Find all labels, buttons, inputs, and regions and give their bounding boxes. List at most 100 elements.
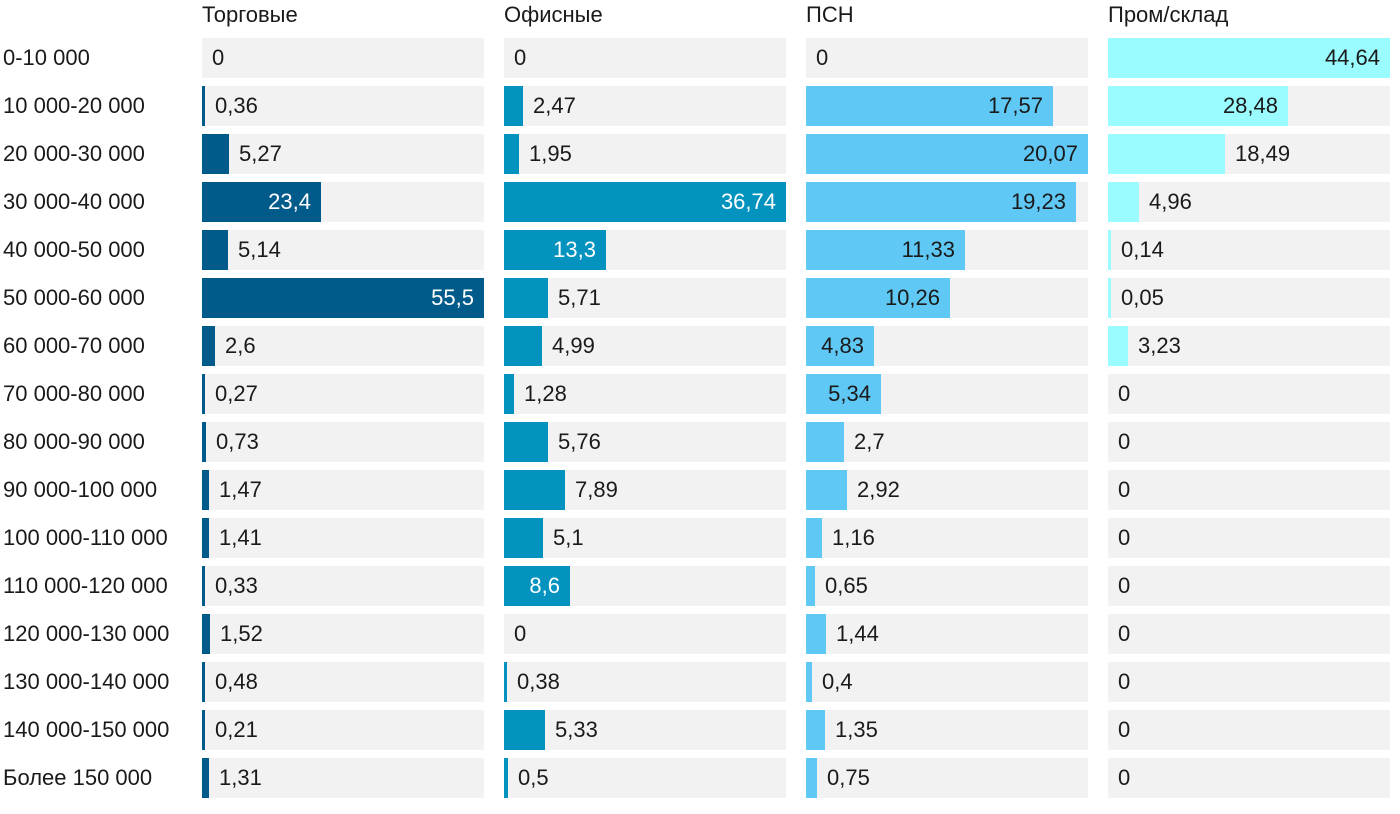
data-label: 2,7 bbox=[854, 429, 885, 454]
bar bbox=[806, 470, 847, 510]
bar-track: 55,5 bbox=[202, 278, 484, 318]
row-label-13: 130 000-140 000 bbox=[3, 669, 170, 694]
bar bbox=[806, 566, 815, 606]
bar-track: 13,3 bbox=[504, 230, 786, 270]
data-label: 1,35 bbox=[835, 717, 878, 742]
bar-track: 28,48 bbox=[1108, 86, 1390, 126]
data-label: 0,38 bbox=[517, 669, 560, 694]
row-label-0: 0-10 000 bbox=[3, 45, 90, 70]
bar bbox=[806, 422, 844, 462]
bar-track: 0 bbox=[1108, 422, 1390, 462]
data-label: 0,27 bbox=[215, 381, 258, 406]
data-label: 1,95 bbox=[529, 141, 572, 166]
bar bbox=[504, 134, 519, 174]
row-label-12: 120 000-130 000 bbox=[3, 621, 170, 646]
row-label-3: 30 000-40 000 bbox=[3, 189, 145, 214]
bar bbox=[1108, 86, 1288, 126]
data-label: 2,47 bbox=[533, 93, 576, 118]
bar-track: 0 bbox=[202, 38, 484, 78]
bar-track: 0,5 bbox=[504, 758, 786, 798]
bar-track: 1,35 bbox=[806, 710, 1088, 750]
bar bbox=[202, 566, 205, 606]
data-label: 5,33 bbox=[555, 717, 598, 742]
bar-track: 0 bbox=[1108, 662, 1390, 702]
bar-track: 0,48 bbox=[202, 662, 484, 702]
bar-track: 44,64 bbox=[1108, 38, 1390, 78]
bar bbox=[1108, 230, 1111, 270]
bar-track: 0,33 bbox=[202, 566, 484, 606]
bar-track: 0 bbox=[1108, 710, 1390, 750]
bar bbox=[202, 422, 206, 462]
data-label: 8,6 bbox=[529, 573, 560, 598]
bar bbox=[806, 230, 965, 270]
data-label: 7,89 bbox=[575, 477, 618, 502]
data-label: 0 bbox=[1118, 429, 1131, 454]
bar-track: 0 bbox=[504, 614, 786, 654]
bar bbox=[504, 374, 514, 414]
bar-track: 0,65 bbox=[806, 566, 1088, 606]
row-label-6: 60 000-70 000 bbox=[3, 333, 145, 358]
bar-track: 18,49 bbox=[1108, 134, 1390, 174]
bar-track: 1,47 bbox=[202, 470, 484, 510]
bar-track: 0 bbox=[1108, 470, 1390, 510]
bar bbox=[202, 182, 321, 222]
bar-track: 10,26 bbox=[806, 278, 1088, 318]
bar bbox=[202, 326, 215, 366]
bar bbox=[806, 278, 950, 318]
data-label: 0 bbox=[1118, 621, 1131, 646]
bar-track: 0,14 bbox=[1108, 230, 1390, 270]
bar bbox=[202, 134, 229, 174]
data-label: 1,16 bbox=[832, 525, 875, 550]
bar-track: 8,6 bbox=[504, 566, 786, 606]
data-label: 0 bbox=[1118, 477, 1131, 502]
panel-title-0: Торговые bbox=[202, 2, 298, 27]
bar-track: 1,31 bbox=[202, 758, 484, 798]
bar-track: 3,23 bbox=[1108, 326, 1390, 366]
data-label: 19,23 bbox=[1010, 189, 1066, 214]
bar bbox=[806, 326, 874, 366]
data-label: 0 bbox=[1118, 765, 1131, 790]
bar bbox=[1108, 134, 1225, 174]
bar-track: 5,76 bbox=[504, 422, 786, 462]
data-label: 13,3 bbox=[553, 237, 596, 262]
bar-track: 0 bbox=[1108, 374, 1390, 414]
bar-track: 0 bbox=[504, 38, 786, 78]
bar-track: 0,75 bbox=[806, 758, 1088, 798]
data-label: 20,07 bbox=[1022, 141, 1078, 166]
bar-track: 0,38 bbox=[504, 662, 786, 702]
bar-track: 0,73 bbox=[202, 422, 484, 462]
bar bbox=[202, 470, 209, 510]
bar-track: 1,28 bbox=[504, 374, 786, 414]
bar-track: 4,96 bbox=[1108, 182, 1390, 222]
bar-track: 5,27 bbox=[202, 134, 484, 174]
row-label-9: 90 000-100 000 bbox=[3, 477, 158, 502]
bar bbox=[806, 182, 1076, 222]
data-label: 1,31 bbox=[219, 765, 262, 790]
row-label-11: 110 000-120 000 bbox=[3, 573, 168, 598]
row-label-5: 50 000-60 000 bbox=[3, 285, 145, 310]
bar bbox=[806, 374, 881, 414]
bar bbox=[504, 710, 545, 750]
bar-track: 5,34 bbox=[806, 374, 1088, 414]
data-label: 1,47 bbox=[219, 477, 262, 502]
data-label: 36,74 bbox=[720, 189, 776, 214]
bar-track: 0,4 bbox=[806, 662, 1088, 702]
data-label: 5,14 bbox=[238, 237, 281, 262]
bar-track: 11,33 bbox=[806, 230, 1088, 270]
data-label: 5,34 bbox=[828, 381, 871, 406]
data-label: 0,05 bbox=[1121, 285, 1164, 310]
bar-track: 0,21 bbox=[202, 710, 484, 750]
bar-track: 36,74 bbox=[504, 182, 786, 222]
data-label: 0 bbox=[816, 45, 829, 70]
data-label: 0 bbox=[514, 45, 527, 70]
data-label: 2,6 bbox=[225, 333, 256, 358]
row-label-2: 20 000-30 000 bbox=[3, 141, 145, 166]
bar-track: 0 bbox=[1108, 758, 1390, 798]
bar-track: 23,4 bbox=[202, 182, 484, 222]
bar-track: 4,83 bbox=[806, 326, 1088, 366]
bar-track: 0 bbox=[806, 38, 1088, 78]
data-label: 0 bbox=[1118, 669, 1131, 694]
bar bbox=[806, 710, 825, 750]
data-label: 5,76 bbox=[558, 429, 601, 454]
